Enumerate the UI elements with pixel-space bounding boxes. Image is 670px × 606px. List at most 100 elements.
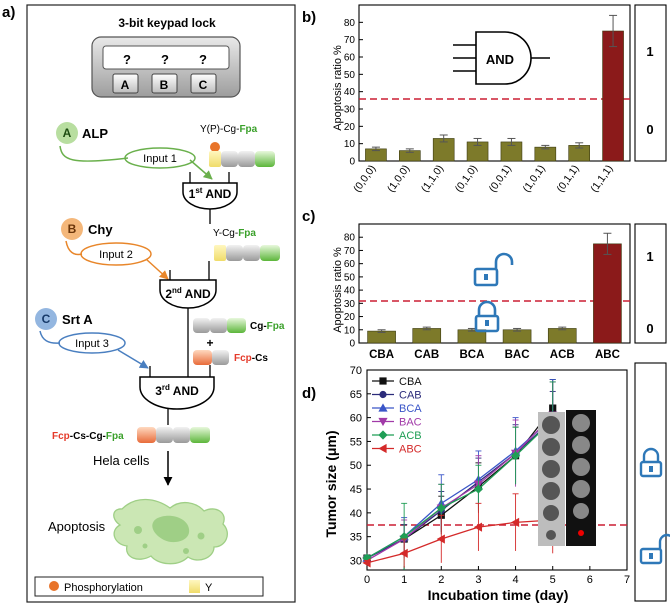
x-tick-label: (0,1,0)	[453, 163, 480, 195]
bar	[502, 329, 532, 344]
series-line	[366, 519, 553, 564]
output-b-box	[634, 4, 667, 162]
cg-block	[221, 151, 238, 167]
y-tick-label: 80	[344, 233, 356, 244]
x-tick-label: ACB	[550, 349, 575, 361]
panel-a: a) 3-bit keypad lock ? ? ? A B C A ALP I…	[2, 4, 296, 603]
data-point	[378, 403, 388, 412]
fpa-block	[260, 245, 280, 261]
apoptotic-cell-icon	[113, 498, 228, 565]
chart-c-bars	[367, 232, 622, 344]
legend-label: ABC	[399, 444, 422, 456]
inset-gray-strip	[538, 412, 565, 546]
cg-block	[243, 245, 260, 261]
input-a-connector	[59, 145, 129, 162]
cg-block	[193, 318, 210, 333]
x-tick-label: (0,1,1)	[554, 163, 581, 195]
y-tick-label: 45	[350, 484, 362, 496]
fpa-block	[190, 427, 210, 443]
series-line	[366, 414, 554, 562]
y-tick-label: 60	[350, 413, 362, 425]
data-point	[379, 390, 387, 399]
y-tick-label: 65	[350, 389, 362, 401]
data-point	[436, 503, 446, 513]
and-gate-icon: AND	[453, 31, 550, 85]
spheroid-gray-images	[542, 416, 560, 540]
x-tick-label: (0,0,0)	[351, 163, 378, 195]
and-gate-3-shape	[139, 376, 215, 410]
legend-label: BCA	[399, 403, 422, 415]
y-tick-label: 30	[344, 299, 356, 310]
output-b-high: 1	[646, 44, 653, 59]
key-c-label: C	[199, 78, 208, 92]
output-c-high: 1	[646, 249, 653, 264]
y-tick-label: 0	[349, 339, 355, 350]
locked-icon	[639, 447, 663, 478]
key-b-button[interactable]	[151, 73, 178, 94]
x-tick-label: 4	[513, 574, 519, 586]
key-b-label: B	[160, 78, 169, 92]
y-tick-label: 30	[344, 105, 356, 116]
y-tick-label: 40	[344, 286, 356, 297]
x-tick-label: ABC	[595, 349, 620, 361]
input-b-enzyme: Chy	[88, 222, 113, 237]
substrate-4-label: Fcp-Cs	[234, 353, 268, 364]
panel-a-frame	[26, 4, 296, 603]
x-tick-label: BCA	[459, 349, 484, 361]
legend-phosphorylation: Phosphorylation	[64, 582, 143, 594]
locked-icon	[474, 300, 500, 333]
cg-block	[210, 318, 227, 333]
data-point	[473, 522, 483, 532]
key-c-button[interactable]	[190, 73, 217, 94]
y-tick-label: 60	[344, 53, 356, 64]
bar	[412, 328, 442, 344]
bar	[593, 243, 622, 344]
bar	[602, 30, 624, 162]
keypad-title: 3-bit keypad lock	[118, 16, 216, 30]
and-gate-3-label: 3rd AND	[155, 383, 199, 398]
apoptosis-label: Apoptosis	[48, 519, 106, 534]
x-tick-label: 7	[624, 574, 630, 586]
cg-block	[226, 245, 243, 261]
input-2-label: Input 2	[99, 249, 133, 261]
y-tick-label: 80	[344, 18, 356, 29]
key-a-button[interactable]	[112, 73, 139, 94]
y-tick-label: 30	[350, 555, 362, 567]
panel-a-legend: Phosphorylation Y	[34, 576, 264, 597]
x-tick-label: (1,0,0)	[385, 163, 412, 195]
chart-b-ylabel: Apoptosis ratio %	[332, 45, 344, 131]
legend-label: CBA	[399, 376, 422, 388]
plus-sign: +	[206, 336, 213, 350]
data-point	[473, 484, 484, 494]
y-tick-label: 70	[344, 246, 356, 257]
chart-b-bars	[365, 14, 624, 162]
input-a: A ALP Input 1	[56, 122, 213, 180]
substrate-1-label: Y(P)-Cg-Fpa	[200, 124, 258, 135]
input-3-label: Input 3	[75, 338, 109, 350]
data-point	[362, 553, 372, 563]
unlocked-icon	[639, 533, 670, 565]
cell-nucleus	[152, 515, 190, 543]
legend-y: Y	[205, 582, 213, 594]
spheroid-micrographs	[538, 410, 596, 546]
y-tick-label: 55	[350, 436, 362, 448]
x-tick-label: (0,0,1)	[487, 163, 514, 195]
y-tick-label: 10	[344, 139, 356, 150]
key-a-label: A	[121, 78, 130, 92]
fcp-block	[137, 427, 156, 443]
y-tick-label: 60	[344, 259, 356, 270]
chart-c-y-axis: 0 10 20 30 40 50 60 70 80	[344, 233, 363, 350]
hela-cells-label: Hela cells	[93, 453, 150, 468]
chart-d-xlabel: Incubation time (day)	[428, 587, 569, 603]
legend-y-swatch	[189, 580, 200, 593]
and-gate-icon-label: AND	[486, 52, 514, 67]
legend-label: CAB	[399, 390, 422, 402]
input-1-arrow	[189, 159, 213, 180]
input-c-badge	[35, 308, 57, 330]
input-b-connector	[65, 240, 83, 256]
y-tick-label: 50	[344, 272, 356, 283]
fpa-block	[255, 151, 275, 167]
and-gate-3: 3rd AND	[139, 366, 215, 410]
y-tick-label: 20	[344, 122, 356, 133]
